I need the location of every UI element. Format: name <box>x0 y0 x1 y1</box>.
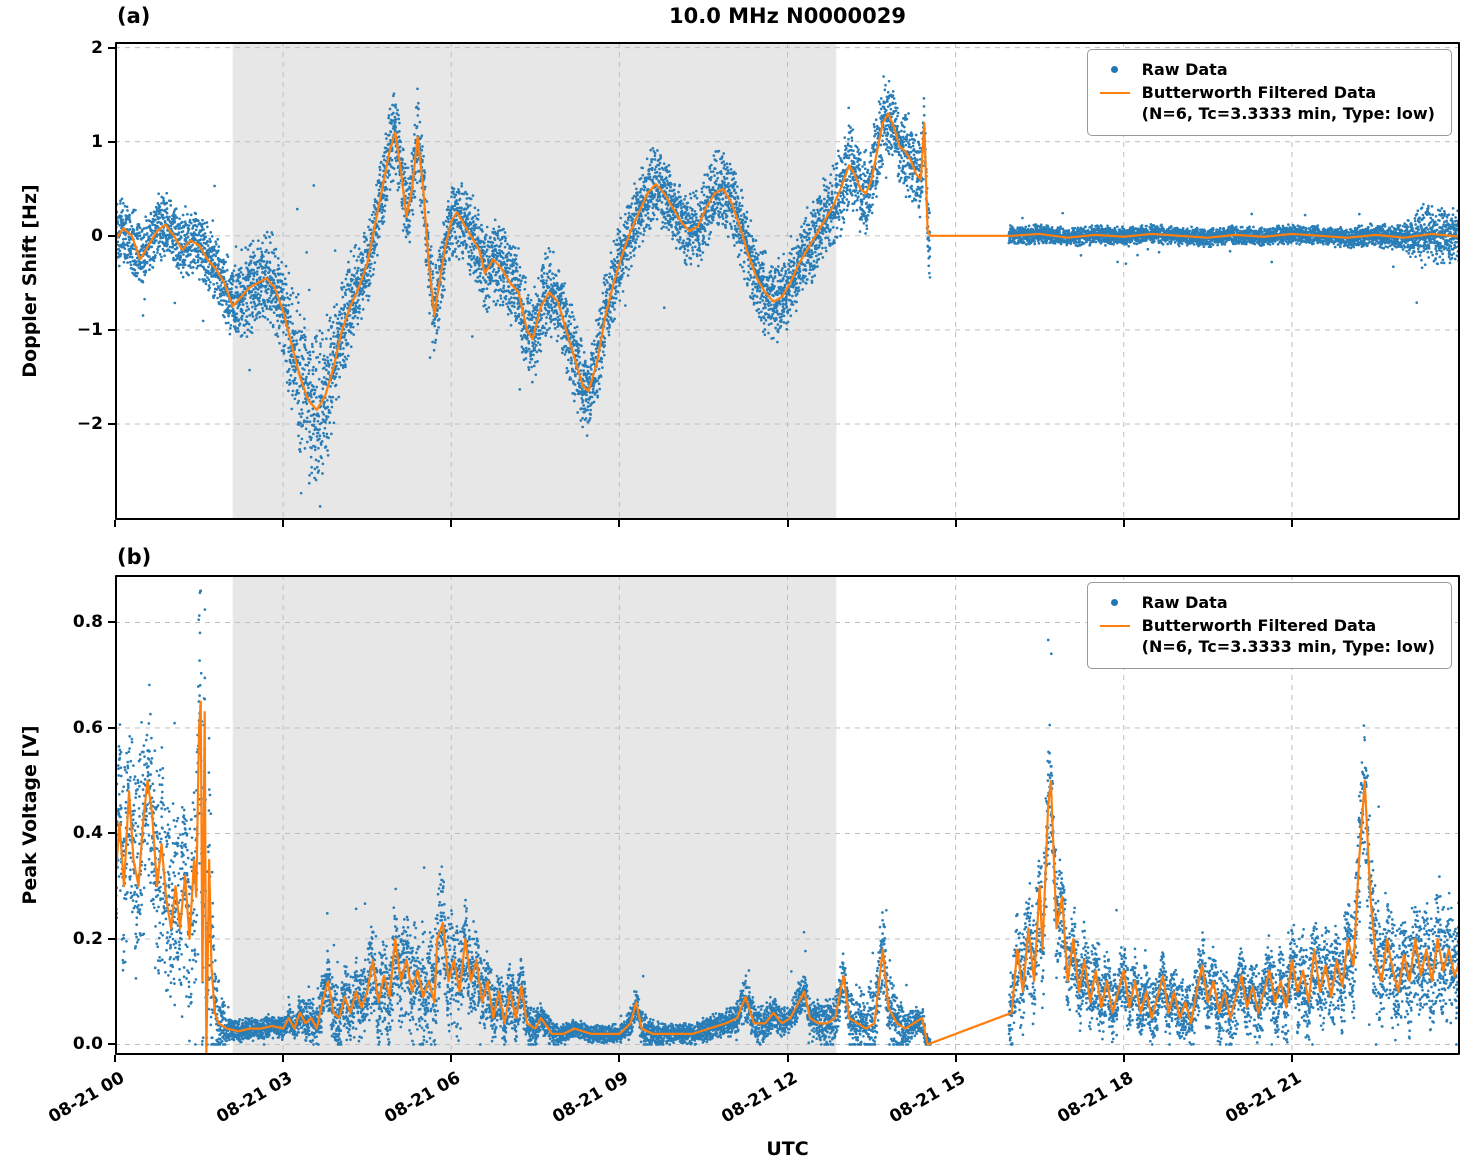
y-tick-label: 0.2 <box>72 928 103 949</box>
legend-filtered-label-main: Butterworth Filtered Data <box>1141 82 1377 102</box>
y-tick-mark <box>108 937 115 940</box>
voltage-axis-label: Peak Voltage [V] <box>19 725 41 905</box>
legend-filtered-label: Butterworth Filtered Data (N=6, Tc=3.333… <box>1142 82 1435 125</box>
legend-filtered-label: Butterworth Filtered Data (N=6, Tc=3.333… <box>1142 615 1435 658</box>
panel-b-label: (b) <box>117 545 152 569</box>
y-tick-label: 1 <box>91 131 103 152</box>
legend-raw-item: Raw Data <box>1098 592 1435 614</box>
y-tick-label: 0.0 <box>72 1034 103 1055</box>
x-tick-mark <box>1290 520 1293 527</box>
x-tick-label: 08-21 03 <box>213 1068 297 1128</box>
figure-title: 10.0 MHz N0000029 <box>669 4 906 28</box>
y-tick-mark <box>108 726 115 729</box>
y-tick-label: 0.8 <box>72 612 103 633</box>
raw-data-marker-icon <box>1098 59 1132 73</box>
x-tick-label: 08-21 15 <box>885 1068 969 1128</box>
y-tick-mark <box>108 621 115 624</box>
legend-raw-label: Raw Data <box>1141 60 1228 79</box>
x-tick-mark <box>450 520 453 527</box>
legend-filtered-item: Butterworth Filtered Data (N=6, Tc=3.333… <box>1098 615 1435 658</box>
y-tick-label: 2 <box>91 37 103 58</box>
y-tick-label: 0 <box>91 225 103 246</box>
raw-data-marker-icon <box>1098 592 1132 606</box>
x-tick-mark <box>1290 1055 1293 1062</box>
x-tick-mark <box>282 520 285 527</box>
x-tick-label: 08-21 09 <box>549 1068 633 1128</box>
y-tick-mark <box>108 423 115 426</box>
x-tick-mark <box>618 520 621 527</box>
x-tick-mark <box>786 520 789 527</box>
x-tick-label: 08-21 21 <box>1222 1068 1305 1128</box>
x-axis-label: UTC <box>766 1138 809 1160</box>
doppler-axis-label: Doppler Shift [Hz] <box>19 184 41 378</box>
y-tick-label: 0.6 <box>72 717 103 738</box>
y-tick-mark <box>108 46 115 49</box>
legend-filtered-item: Butterworth Filtered Data (N=6, Tc=3.333… <box>1098 82 1435 125</box>
y-tick-mark <box>108 832 115 835</box>
legend-raw-item: Raw Data <box>1098 59 1435 81</box>
filtered-line-marker-icon <box>1098 615 1132 627</box>
y-tick-label: −2 <box>76 414 103 435</box>
x-tick-mark <box>1122 1055 1125 1062</box>
x-tick-label: 08-21 12 <box>717 1068 801 1128</box>
x-tick-label: 08-21 00 <box>45 1068 128 1128</box>
filtered-line-marker-icon <box>1098 82 1132 94</box>
x-tick-mark <box>282 1055 285 1062</box>
legend-filtered-label-main: Butterworth Filtered Data <box>1141 615 1377 635</box>
x-tick-mark <box>114 1055 116 1062</box>
x-tick-label: 08-21 18 <box>1054 1068 1137 1128</box>
legend-raw-label: Raw Data <box>1141 593 1228 612</box>
x-tick-label: 08-21 06 <box>381 1068 465 1128</box>
legend-panel-b: Raw Data Butterworth Filtered Data (N=6,… <box>1086 582 1452 669</box>
legend-filtered-label-sub: (N=6, Tc=3.3333 min, Type: low) <box>1141 104 1435 124</box>
y-tick-mark <box>108 140 115 143</box>
y-tick-label: 0.4 <box>72 823 103 844</box>
x-tick-mark <box>450 1055 453 1062</box>
x-tick-mark <box>954 1055 957 1062</box>
y-tick-mark <box>108 1043 115 1046</box>
y-tick-mark <box>108 234 115 237</box>
x-tick-mark <box>1122 520 1125 527</box>
y-tick-label: −1 <box>76 319 103 340</box>
x-tick-mark <box>786 1055 789 1062</box>
legend-filtered-label-sub: (N=6, Tc=3.3333 min, Type: low) <box>1141 637 1435 657</box>
x-tick-mark <box>954 520 957 527</box>
legend-panel-a: Raw Data Butterworth Filtered Data (N=6,… <box>1086 49 1452 136</box>
x-tick-mark <box>114 520 116 527</box>
panel-a-label: (a) <box>117 4 151 28</box>
y-tick-mark <box>108 328 115 331</box>
x-tick-mark <box>618 1055 621 1062</box>
